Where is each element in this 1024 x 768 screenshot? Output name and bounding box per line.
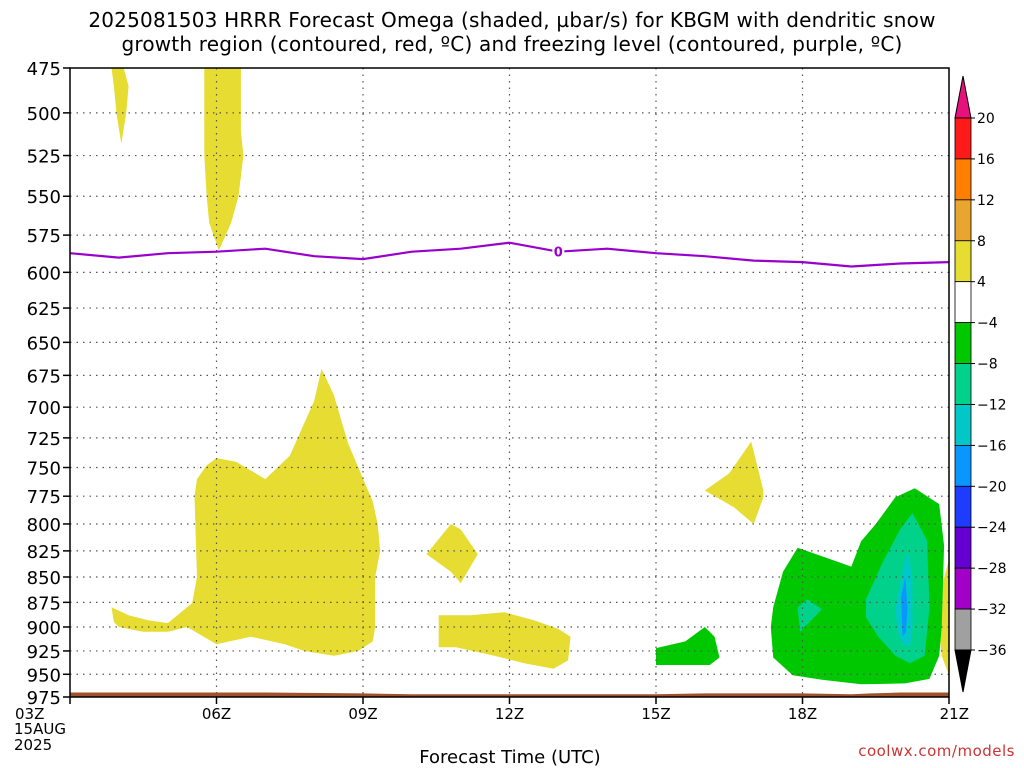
colorbar-label-13: −36 [977,643,1007,659]
colorbar-swatch-5 [954,322,972,364]
colorbar-swatch-3 [954,240,972,283]
colorbar-swatch-6 [954,363,972,405]
colorbar-swatch-12 [954,608,972,651]
y-tick-label-825: 825 [27,542,61,563]
y-tick-label-625: 625 [27,299,61,320]
x-tick-label-06Z: 06Z [202,705,231,723]
x-tick-label-12Z: 12Z [495,705,524,723]
colorbar-swatch-10 [954,526,972,569]
colorbar-label-1: 16 [977,152,995,168]
colorbar-label-4: 4 [977,275,986,291]
y-tick-label-475: 475 [27,59,61,80]
x-tick-label-09Z: 09Z [348,705,377,723]
omega-region-10 [797,599,822,632]
colorbar-label-11: −28 [977,561,1007,577]
terrain-surface [70,692,949,697]
omega-region-7 [656,627,720,665]
x-start-day-label: 15AUG [14,720,66,738]
colorbar-swatch-7 [954,404,972,446]
y-tick-label-950: 950 [27,665,61,686]
colorbar-label-3: 8 [977,234,986,250]
omega-shading [111,68,949,685]
colorbar-bottom-arrow [954,649,972,693]
y-tick-label-875: 875 [27,593,61,614]
colorbar-swatch-8 [954,444,972,487]
colorbar-label-2: 12 [977,193,995,209]
y-axis: 475 500 525 550 575 600 625 650 675 700 725 750 775 8… [27,59,70,709]
colorbar-swatch-11 [954,567,972,610]
freezing-level-label-bg [552,243,565,260]
omega-region-0 [111,68,129,144]
colorbar-swatch-9 [954,485,972,528]
y-tick-label-850: 850 [27,568,61,589]
y-tick-label-525: 525 [27,147,61,168]
chart-title-line-1: 2025081503 HRRR Forecast Omega (shaded, … [88,8,936,32]
colorbar-label-6: −8 [977,357,998,373]
colorbar: 20 16 12 8 4 −4 −8 −12 −16 −20 −24 −28 −32 −36 [954,75,1007,693]
y-tick-label-975: 975 [27,688,61,709]
colorbar-label-0: 20 [977,111,995,127]
grid-lines [70,68,949,697]
y-tick-label-800: 800 [27,515,61,536]
colorbar-top-arrow [954,75,972,119]
y-tick-label-900: 900 [27,618,61,639]
omega-region-12 [901,577,908,637]
watermark: coolwx.com/models [858,742,1015,760]
freezing-level-line [70,241,949,268]
colorbar-label-10: −24 [977,520,1007,536]
colorbar-swatch-4 [954,281,972,324]
y-tick-label-675: 675 [27,366,61,387]
x-axis-label: Forecast Time (UTC) [419,747,601,768]
freezing-level-label: 0 [554,246,563,261]
y-tick-label-575: 575 [27,226,61,247]
y-tick-label-925: 925 [27,642,61,663]
colorbar-label-7: −12 [977,397,1007,413]
y-tick-label-650: 650 [27,333,61,354]
y-tick-label-725: 725 [27,429,61,450]
x-tick-label-03Z: 03Z [15,705,44,723]
y-tick-label-500: 500 [27,104,61,125]
y-tick-label-700: 700 [27,398,61,419]
omega-region-4 [438,612,571,669]
x-tick-label-15Z: 15Z [641,705,670,723]
x-tick-label-18Z: 18Z [788,705,817,723]
omega-region-5 [704,441,764,524]
colorbar-swatch-2 [954,199,972,242]
colorbar-swatch-0 [954,117,972,160]
colorbar-label-8: −16 [977,438,1007,454]
colorbar-label-9: −20 [977,479,1007,495]
y-tick-label-750: 750 [27,459,61,480]
omega-region-3 [426,524,478,584]
y-tick-label-775: 775 [27,487,61,508]
omega-region-9 [866,513,930,664]
omega-region-1 [204,68,244,251]
y-tick-label-550: 550 [27,187,61,208]
colorbar-swatch-1 [954,158,972,201]
plot-area: 0 475 500 525 550 575 600 625 650 675 700 725 750 775… [15,59,969,723]
colorbar-label-5: −4 [977,316,998,332]
omega-region-2 [111,368,381,656]
chart-title-line-2: growth region (contoured, red, ºC) and f… [121,32,903,56]
x-start-year-label: 2025 [14,736,53,754]
x-axis: 03Z 06Z 09Z 12Z 15Z 18Z 21Z [15,697,969,723]
colorbar-label-12: −32 [977,602,1007,618]
x-tick-label-21Z: 21Z [940,705,969,723]
y-tick-label-600: 600 [27,263,61,284]
x-start-date-label: 15AUG 2025 [14,721,66,753]
